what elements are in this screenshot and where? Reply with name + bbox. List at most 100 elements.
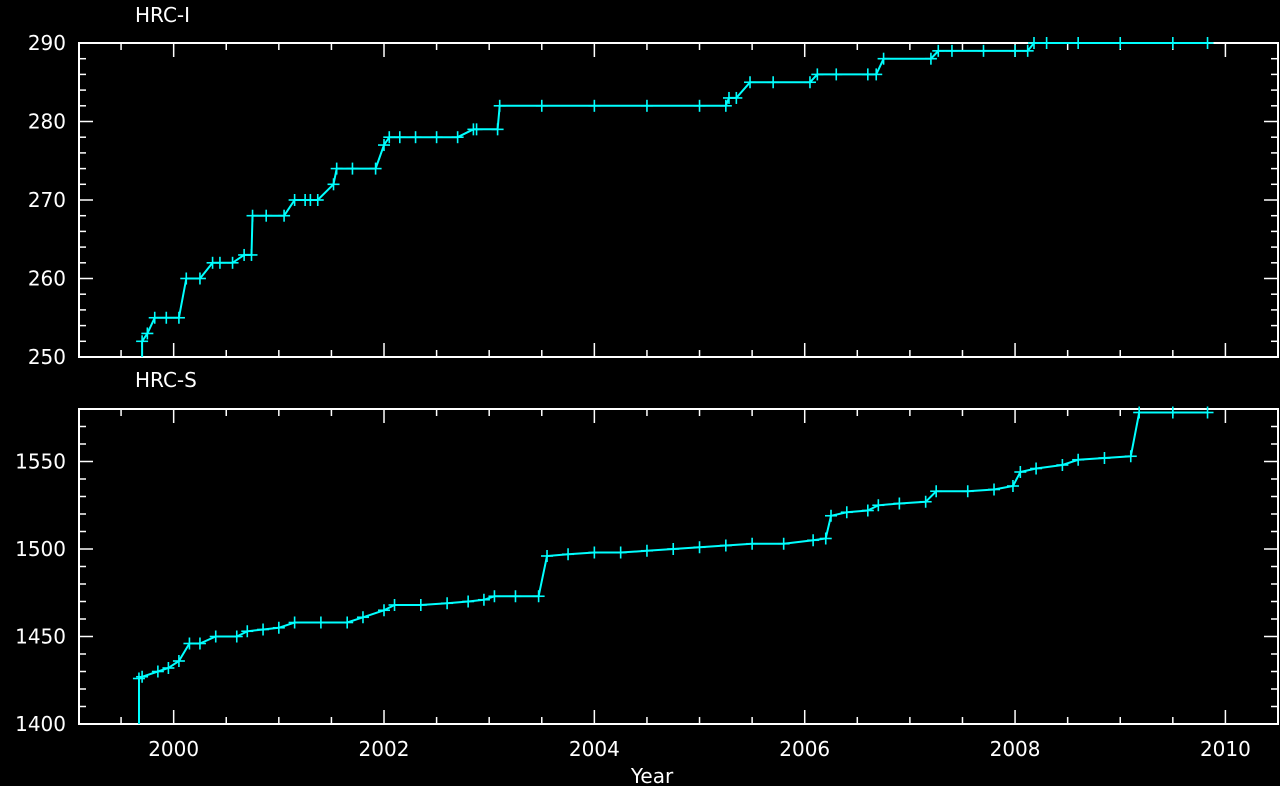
data-point bbox=[241, 625, 254, 638]
data-point bbox=[667, 543, 680, 555]
data-point bbox=[160, 311, 173, 324]
x-tick-label: 2010 bbox=[1200, 737, 1251, 761]
data-point bbox=[1027, 37, 1040, 49]
y-tick-label: 280 bbox=[28, 110, 66, 134]
data-point bbox=[719, 539, 732, 552]
series-line bbox=[138, 411, 1208, 724]
data-point bbox=[803, 76, 816, 89]
x-tick-label: 2008 bbox=[990, 737, 1041, 761]
data-point bbox=[977, 44, 990, 57]
data-point bbox=[246, 209, 259, 222]
data-point bbox=[1014, 466, 1027, 478]
data-point bbox=[180, 272, 193, 285]
x-tick-label: 2006 bbox=[779, 737, 830, 761]
data-point bbox=[257, 623, 270, 636]
x-axis-tick-labels: 2000 2002 2004 2006 2008 2010 bbox=[148, 737, 1251, 761]
data-point bbox=[811, 68, 824, 81]
data-point bbox=[132, 672, 145, 685]
data-point bbox=[136, 670, 149, 683]
ticks-hrc-s: 1400 1450 1500 1550 bbox=[15, 408, 1278, 736]
data-point bbox=[1030, 462, 1043, 475]
data-point bbox=[541, 550, 554, 562]
data-point bbox=[230, 630, 243, 643]
data-point bbox=[730, 91, 743, 104]
data-point bbox=[861, 504, 874, 517]
data-point bbox=[148, 311, 161, 324]
data-point bbox=[877, 52, 890, 65]
data-point bbox=[414, 599, 427, 611]
data-point bbox=[356, 611, 369, 624]
data-point bbox=[311, 194, 324, 206]
panel-title-hrc-i: HRC-I bbox=[135, 3, 190, 27]
data-point bbox=[819, 532, 832, 545]
data-point bbox=[961, 485, 974, 498]
data-point bbox=[562, 548, 575, 561]
data-point bbox=[209, 630, 222, 643]
data-point bbox=[870, 68, 883, 81]
y-tick-label: 270 bbox=[28, 188, 66, 212]
data-point bbox=[535, 99, 548, 112]
data-point bbox=[346, 162, 359, 175]
data-point bbox=[693, 541, 706, 554]
ticks-hrc-i: 250 260 270 280 290 bbox=[28, 31, 1278, 369]
data-point bbox=[378, 604, 391, 617]
x-tick-label: 2000 bbox=[148, 737, 199, 761]
data-point bbox=[441, 597, 454, 610]
data-point bbox=[1072, 37, 1085, 49]
y-tick-label: 1450 bbox=[15, 625, 66, 649]
data-point bbox=[840, 506, 853, 519]
data-point bbox=[640, 544, 653, 557]
data-point bbox=[924, 52, 937, 65]
data-point bbox=[1072, 453, 1085, 466]
data-point bbox=[746, 537, 759, 550]
series-hrc-i bbox=[136, 37, 1214, 357]
data-point bbox=[1201, 37, 1214, 49]
data-point bbox=[1021, 44, 1034, 57]
data-point bbox=[278, 209, 291, 222]
data-point bbox=[341, 616, 354, 629]
data-point bbox=[462, 595, 475, 608]
plot-area-hrc-i bbox=[78, 42, 1279, 358]
data-point bbox=[288, 616, 301, 629]
data-point bbox=[930, 485, 943, 498]
data-point bbox=[807, 534, 820, 547]
data-point bbox=[1098, 452, 1111, 464]
data-point bbox=[488, 590, 501, 603]
data-point bbox=[151, 665, 164, 678]
data-point bbox=[330, 162, 343, 175]
data-point bbox=[162, 662, 175, 674]
data-point bbox=[588, 546, 601, 559]
data-point bbox=[830, 68, 843, 81]
data-point bbox=[388, 599, 401, 611]
data-point bbox=[172, 311, 185, 324]
y-tick-label: 1550 bbox=[15, 450, 66, 474]
panel-title-hrc-s: HRC-S bbox=[135, 368, 197, 392]
data-point bbox=[288, 194, 301, 206]
series-hrc-s bbox=[132, 406, 1214, 724]
y-tick-label: 1500 bbox=[15, 537, 66, 561]
data-point bbox=[369, 162, 382, 175]
data-point bbox=[1040, 37, 1053, 49]
data-point bbox=[988, 483, 1001, 496]
data-point bbox=[919, 495, 932, 508]
data-point bbox=[393, 131, 406, 144]
data-point bbox=[532, 590, 545, 603]
data-point bbox=[1009, 44, 1022, 57]
data-point bbox=[477, 593, 490, 606]
data-point bbox=[193, 637, 206, 650]
x-tick-label: 2002 bbox=[359, 737, 410, 761]
data-point bbox=[825, 509, 838, 522]
data-point bbox=[451, 131, 464, 144]
data-point bbox=[945, 44, 958, 57]
data-point bbox=[893, 497, 906, 510]
data-point bbox=[245, 248, 258, 261]
data-point bbox=[693, 99, 706, 112]
data-point bbox=[136, 335, 149, 348]
data-point bbox=[509, 590, 522, 603]
data-point bbox=[491, 123, 504, 136]
data-point bbox=[588, 99, 601, 112]
data-point bbox=[172, 655, 185, 667]
data-point bbox=[272, 621, 285, 634]
data-point bbox=[378, 139, 391, 152]
y-tick-label: 260 bbox=[28, 267, 66, 291]
